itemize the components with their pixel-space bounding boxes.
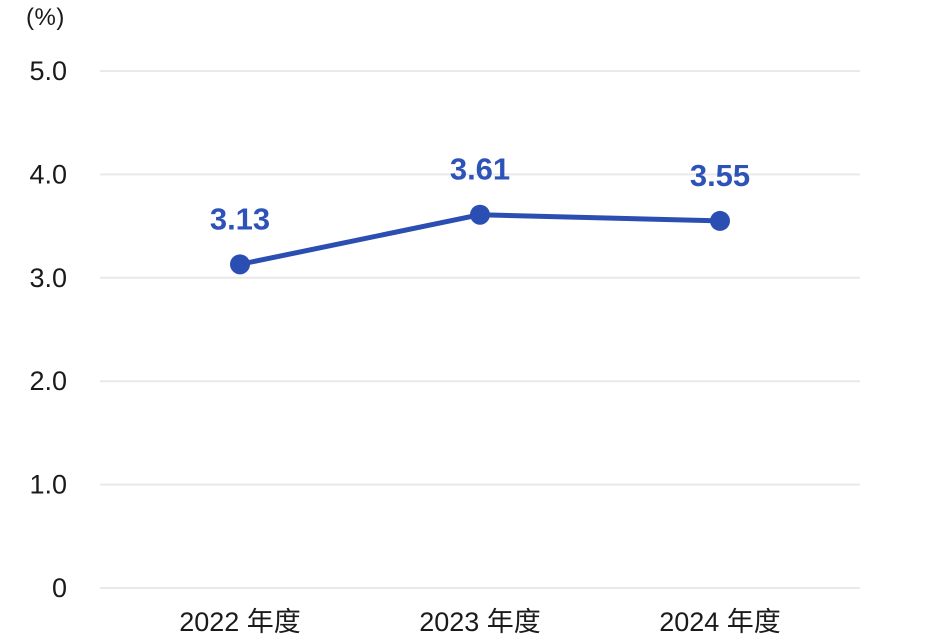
y-tick-label: 5.0 [29, 56, 67, 86]
x-tick-label: 2024 年度 [659, 607, 781, 637]
data-point-label: 3.55 [690, 158, 750, 193]
x-tick-label: 2022 年度 [179, 607, 301, 637]
data-point-label: 3.61 [450, 152, 510, 187]
data-point-marker [470, 204, 490, 225]
y-tick-label: 4.0 [29, 159, 67, 189]
y-axis-unit-label: (%) [26, 4, 65, 31]
y-tick-label: 3.0 [29, 263, 67, 293]
data-point-label: 3.13 [210, 201, 270, 236]
y-tick-label: 2.0 [29, 366, 67, 396]
y-tick-label: 0 [52, 573, 67, 603]
data-point-marker [230, 254, 250, 275]
y-tick-label: 1.0 [29, 470, 67, 500]
data-point-marker [710, 210, 730, 231]
x-tick-label: 2023 年度 [419, 607, 541, 637]
